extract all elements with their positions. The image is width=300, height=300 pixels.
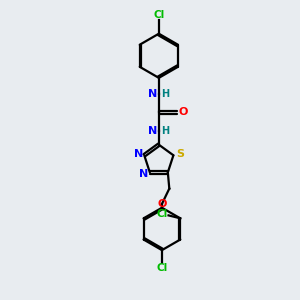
Text: Cl: Cl: [156, 263, 168, 273]
Text: O: O: [157, 199, 167, 209]
Text: O: O: [178, 107, 188, 117]
Text: N: N: [139, 169, 148, 179]
Text: H: H: [161, 126, 170, 136]
Text: Cl: Cl: [156, 209, 168, 219]
Text: H: H: [161, 89, 170, 99]
Text: N: N: [134, 149, 143, 159]
Text: Cl: Cl: [153, 10, 164, 20]
Text: N: N: [148, 89, 157, 99]
Text: N: N: [148, 126, 157, 136]
Text: S: S: [176, 149, 184, 159]
